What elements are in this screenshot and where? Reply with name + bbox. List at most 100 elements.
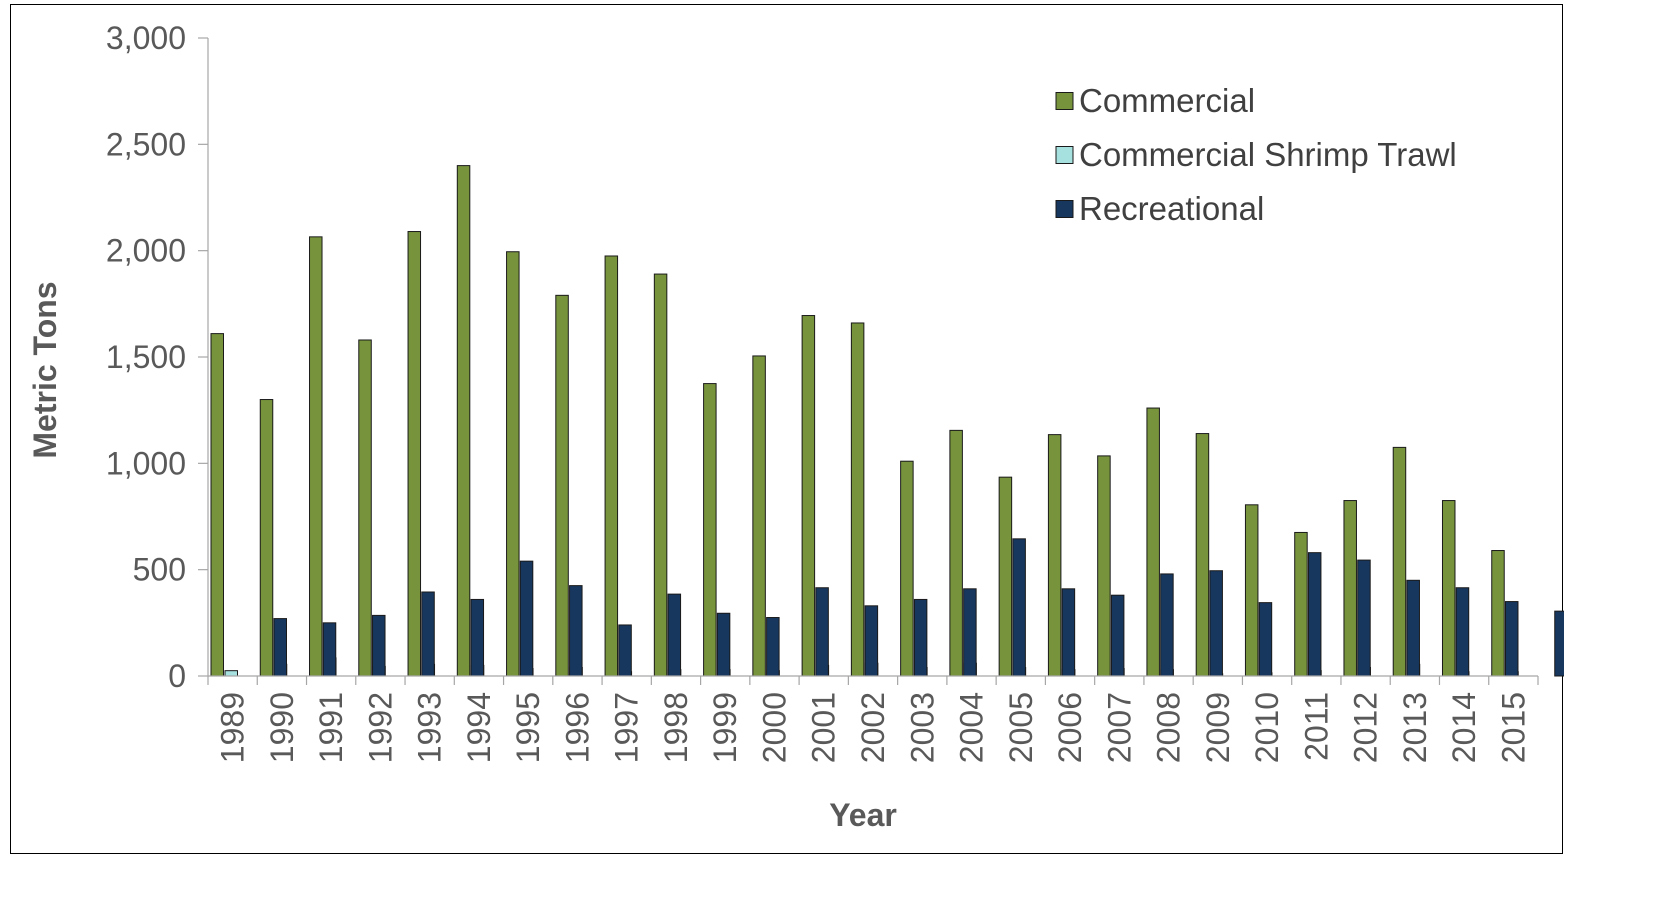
x-tick-label: 2015: [1495, 692, 1531, 763]
bar-recreational-2015: [1554, 610, 1564, 677]
x-tick-label: 1999: [707, 692, 743, 763]
legend-swatch-commercial-shrimp-trawl: [1055, 146, 1074, 164]
x-tick-label: 2002: [855, 692, 891, 763]
bar-commercial-2012: [1343, 500, 1357, 677]
bar-commercial-2009: [1195, 433, 1210, 677]
x-tick-label: 2005: [1003, 692, 1039, 763]
bar-commercial-1999: [703, 383, 717, 677]
bar-recreational-1992: [421, 591, 435, 677]
x-tick-label: 2006: [1052, 692, 1088, 763]
y-axis-title: Metric Tons: [27, 281, 63, 458]
bar-recreational-1989: [273, 618, 287, 677]
bar-recreational-1996: [618, 624, 632, 677]
x-tick-label: 2007: [1101, 692, 1137, 763]
bar-recreational-2014: [1504, 601, 1519, 677]
bar-recreational-2005: [1061, 588, 1076, 677]
x-tick-label: 2003: [904, 692, 940, 763]
bar-recreational-1998: [716, 612, 731, 677]
legend-swatch-recreational: [1055, 200, 1074, 218]
bar-recreational-2001: [864, 605, 879, 677]
bar-recreational-1993: [470, 598, 485, 677]
bar-commercial-2015: [1491, 550, 1505, 677]
x-axis-title: Year: [829, 797, 897, 833]
bar-recreational-1999: [766, 617, 780, 677]
bar-commercial-2002: [850, 322, 865, 677]
x-tick-label: 2009: [1200, 692, 1236, 763]
bar-commercial-2011: [1294, 531, 1308, 677]
bar-recreational-2009: [1258, 602, 1273, 677]
x-tick-label: 1995: [510, 692, 546, 763]
bar-recreational-1991: [372, 614, 386, 677]
x-tick-label: 1994: [461, 692, 497, 763]
x-tick-label: 2014: [1446, 692, 1482, 763]
bar-commercial-1989: [210, 333, 224, 677]
bar-commercial-shrimp-trawl-1989: [224, 670, 238, 677]
x-tick-label: 1992: [362, 692, 398, 763]
legend-label: Recreational: [1079, 190, 1264, 227]
x-tick-label: 2013: [1397, 692, 1433, 763]
x-tick-label: 2012: [1348, 692, 1384, 763]
x-tick-label: 1996: [559, 692, 595, 763]
y-tick-label: 500: [133, 552, 186, 588]
bar-commercial-2010: [1244, 504, 1259, 677]
bar-recreational-2010: [1307, 552, 1322, 677]
x-tick-label: 1998: [658, 692, 694, 763]
bar-recreational-2008: [1209, 570, 1223, 677]
bar-commercial-2013: [1392, 446, 1407, 677]
bar-commercial-2008: [1146, 407, 1160, 677]
y-tick-label: 1,000: [106, 445, 186, 481]
bar-commercial-1996: [555, 294, 569, 677]
bar-recreational-2013: [1455, 587, 1470, 677]
x-tick-label: 1989: [215, 692, 251, 763]
bar-commercial-1994: [456, 165, 471, 677]
x-tick-label: 2001: [806, 692, 842, 763]
legend-swatch-commercial: [1055, 92, 1074, 110]
bar-recreational-1997: [667, 593, 682, 677]
bar-commercial-2001: [801, 315, 816, 677]
x-tick-label: 1991: [313, 692, 349, 763]
legend-label: Commercial: [1079, 82, 1255, 119]
bar-commercial-2004: [949, 429, 963, 677]
x-tick-label: 2010: [1249, 692, 1285, 763]
bar-recreational-1990: [322, 622, 337, 677]
axes: 0 500 1,000 1,500 2,000 2,500 3,000 1989 1990 199…: [106, 20, 1539, 763]
bar-chart: 0 500 1,000 1,500 2,000 2,500 3,000 1989 1990 199…: [27, 20, 1564, 833]
bar-commercial-2005: [998, 476, 1013, 677]
bar-commercial-2014: [1441, 500, 1456, 677]
bar-commercial-1991: [309, 236, 323, 677]
x-tick-label: 1990: [264, 692, 300, 763]
bar-recreational-2007: [1160, 573, 1174, 677]
y-tick-label: 2,000: [106, 233, 186, 269]
x-tick-label: 2008: [1151, 692, 1187, 763]
x-tick-label: 1993: [412, 692, 448, 763]
bar-recreational-2002: [913, 598, 928, 677]
y-tick-label: 3,000: [106, 20, 186, 56]
x-tick-label: 2004: [954, 692, 990, 763]
bar-recreational-2000: [815, 587, 829, 677]
bar-recreational-2004: [1012, 538, 1026, 677]
chart-frame: 0 500 1,000 1,500 2,000 2,500 3,000 1989 1990 199…: [10, 4, 1564, 854]
bar-commercial-1993: [407, 231, 422, 677]
bar-commercial-2007: [1097, 455, 1111, 677]
legend: Commercial Commercial Shrimp Trawl Recreat…: [1055, 82, 1457, 227]
bar-commercial-2006: [1047, 434, 1062, 677]
x-tick-label: 2011: [1298, 692, 1334, 761]
bar-recreational-1995: [569, 585, 583, 677]
bar-recreational-2003: [963, 588, 977, 677]
bar-commercial-1990: [259, 399, 274, 677]
x-tick-label: 1997: [609, 692, 645, 763]
bar-commercial-1995: [506, 251, 520, 677]
bar-commercial-1998: [653, 273, 668, 677]
y-tick-label: 2,500: [106, 126, 186, 162]
plot-area: [210, 165, 1564, 677]
bar-commercial-1992: [358, 339, 372, 677]
y-tick-label: 1,500: [106, 339, 186, 375]
bar-commercial-2003: [900, 460, 914, 677]
legend-label: Commercial Shrimp Trawl: [1079, 136, 1457, 173]
bar-commercial-2000: [752, 355, 766, 677]
bar-recreational-1994: [519, 560, 534, 677]
bar-commercial-1997: [604, 255, 619, 677]
y-tick-label: 0: [168, 658, 186, 694]
bar-recreational-2006: [1110, 594, 1125, 677]
x-tick-label: 2000: [756, 692, 792, 763]
